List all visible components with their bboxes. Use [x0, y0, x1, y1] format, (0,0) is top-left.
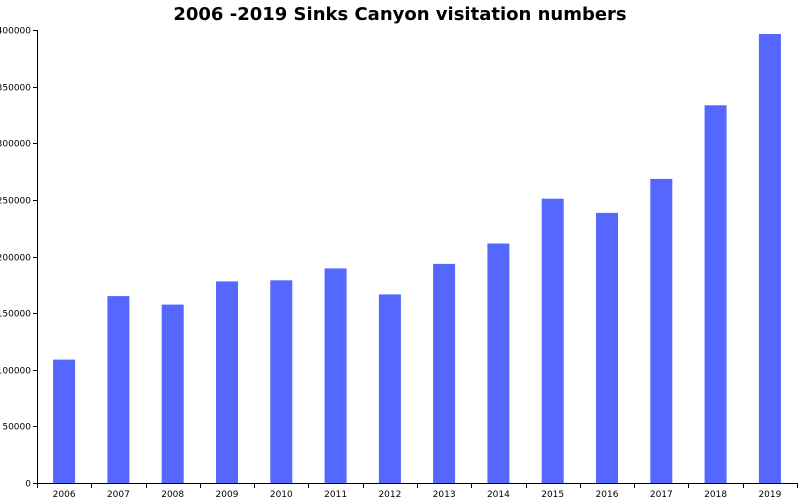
x-tick-label: 2016	[596, 490, 619, 500]
x-tick-label: 2017	[650, 490, 673, 500]
x-tick-label: 2007	[107, 490, 130, 500]
x-tick-label: 2006	[53, 490, 76, 500]
y-axis: 0 50000 100000 150000 200000 250000 300000 3500…	[0, 27, 38, 490]
bar-2016	[596, 212, 618, 483]
y-tick-label: 50000	[2, 423, 31, 433]
bar-2012	[378, 294, 401, 483]
bars-group	[53, 34, 781, 484]
bar-2018	[704, 105, 727, 484]
y-tick-label: 400000	[0, 27, 31, 37]
x-tick-label: 2018	[704, 490, 727, 500]
bar-2008	[161, 304, 184, 483]
chart-title: 2006 -2019 Sinks Canyon visitation numbe…	[173, 4, 626, 25]
y-tick-label: 100000	[0, 367, 31, 377]
x-tick-label: 2014	[487, 490, 510, 500]
bar-2015	[541, 198, 564, 483]
x-tick-label: 2010	[270, 490, 293, 500]
bar-2014	[487, 243, 510, 483]
bar-2017	[650, 178, 673, 483]
bar-2007	[107, 296, 130, 483]
y-tick-label: 150000	[0, 310, 31, 320]
bar-2013	[433, 263, 456, 483]
bar-2009	[216, 281, 238, 483]
x-tick-label: 2019	[758, 490, 781, 500]
x-tick-label: 2009	[216, 490, 239, 500]
y-tick-label: 350000	[0, 84, 31, 94]
y-tick-label: 0	[25, 480, 31, 490]
x-tick-label: 2011	[324, 490, 347, 500]
y-tick-label: 250000	[0, 197, 31, 207]
x-tick-label: 2013	[433, 490, 456, 500]
bar-2011	[324, 268, 347, 483]
y-tick-label: 300000	[0, 140, 31, 150]
x-axis: 2006 2007 2008 2009 2010 2011 2012 2013 2014 2015…	[37, 483, 798, 500]
y-tick-label: 200000	[0, 254, 31, 264]
x-tick-label: 2015	[541, 490, 564, 500]
bar-2006	[53, 359, 76, 483]
x-tick-label: 2008	[161, 490, 184, 500]
bar-2019	[758, 34, 781, 483]
x-tick-label: 2012	[378, 490, 401, 500]
bar-2010	[270, 280, 293, 483]
